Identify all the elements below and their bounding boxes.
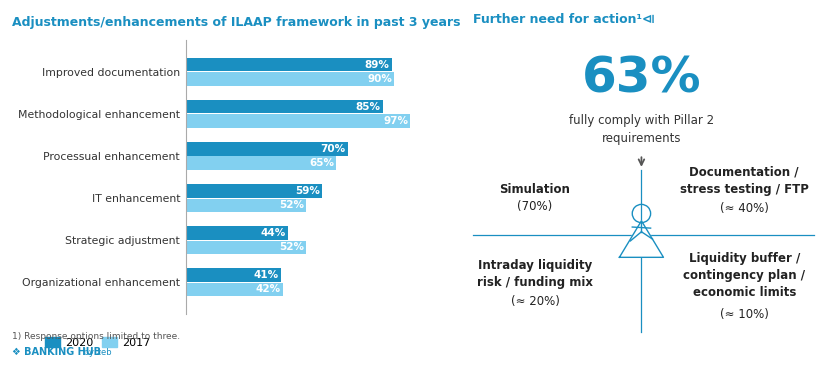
Text: 65%: 65% <box>309 158 334 168</box>
Text: 85%: 85% <box>356 102 380 112</box>
Text: by zeb: by zeb <box>81 348 111 357</box>
Bar <box>186 268 280 282</box>
Bar <box>186 100 383 114</box>
Text: Documentation /
stress testing / FTP: Documentation / stress testing / FTP <box>680 166 808 196</box>
Text: Intraday liquidity
risk / funding mix: Intraday liquidity risk / funding mix <box>477 259 593 289</box>
Text: (≈ 10%): (≈ 10%) <box>719 308 769 321</box>
Text: 97%: 97% <box>383 116 408 126</box>
Text: 63%: 63% <box>582 54 701 103</box>
Text: (70%): (70%) <box>517 200 553 213</box>
Text: 52%: 52% <box>279 242 304 252</box>
Bar <box>186 199 306 212</box>
Bar <box>186 156 337 170</box>
Text: 70%: 70% <box>320 144 346 154</box>
Text: Further need for action¹⧏: Further need for action¹⧏ <box>473 13 655 26</box>
Bar <box>186 241 306 254</box>
Text: (≈ 20%): (≈ 20%) <box>511 295 559 308</box>
Text: (≈ 40%): (≈ 40%) <box>719 202 769 215</box>
Text: 44%: 44% <box>260 228 285 238</box>
Legend: 2020, 2017: 2020, 2017 <box>40 333 154 352</box>
Text: Adjustments/enhancements of ILAAP framework in past 3 years: Adjustments/enhancements of ILAAP framew… <box>12 16 461 30</box>
Bar <box>186 58 392 71</box>
Text: 42%: 42% <box>256 284 280 295</box>
Bar <box>186 72 394 86</box>
Bar <box>186 114 411 128</box>
Text: 89%: 89% <box>365 59 389 70</box>
Polygon shape <box>620 221 663 257</box>
Bar <box>186 283 283 296</box>
Text: 59%: 59% <box>295 186 320 196</box>
Text: ❖ BANKING HUB: ❖ BANKING HUB <box>12 347 101 357</box>
Text: 41%: 41% <box>253 270 278 280</box>
Text: 52%: 52% <box>279 200 304 210</box>
Text: Simulation: Simulation <box>499 183 570 196</box>
Text: 1) Response options limited to three.: 1) Response options limited to three. <box>12 332 181 341</box>
Text: Liquidity buffer /
contingency plan /
economic limits: Liquidity buffer / contingency plan / ec… <box>683 252 805 299</box>
Text: 90%: 90% <box>367 74 392 84</box>
Text: fully comply with Pillar 2
requirements: fully comply with Pillar 2 requirements <box>569 114 714 145</box>
Bar <box>186 184 323 198</box>
Bar <box>186 142 348 155</box>
Bar <box>186 226 288 240</box>
